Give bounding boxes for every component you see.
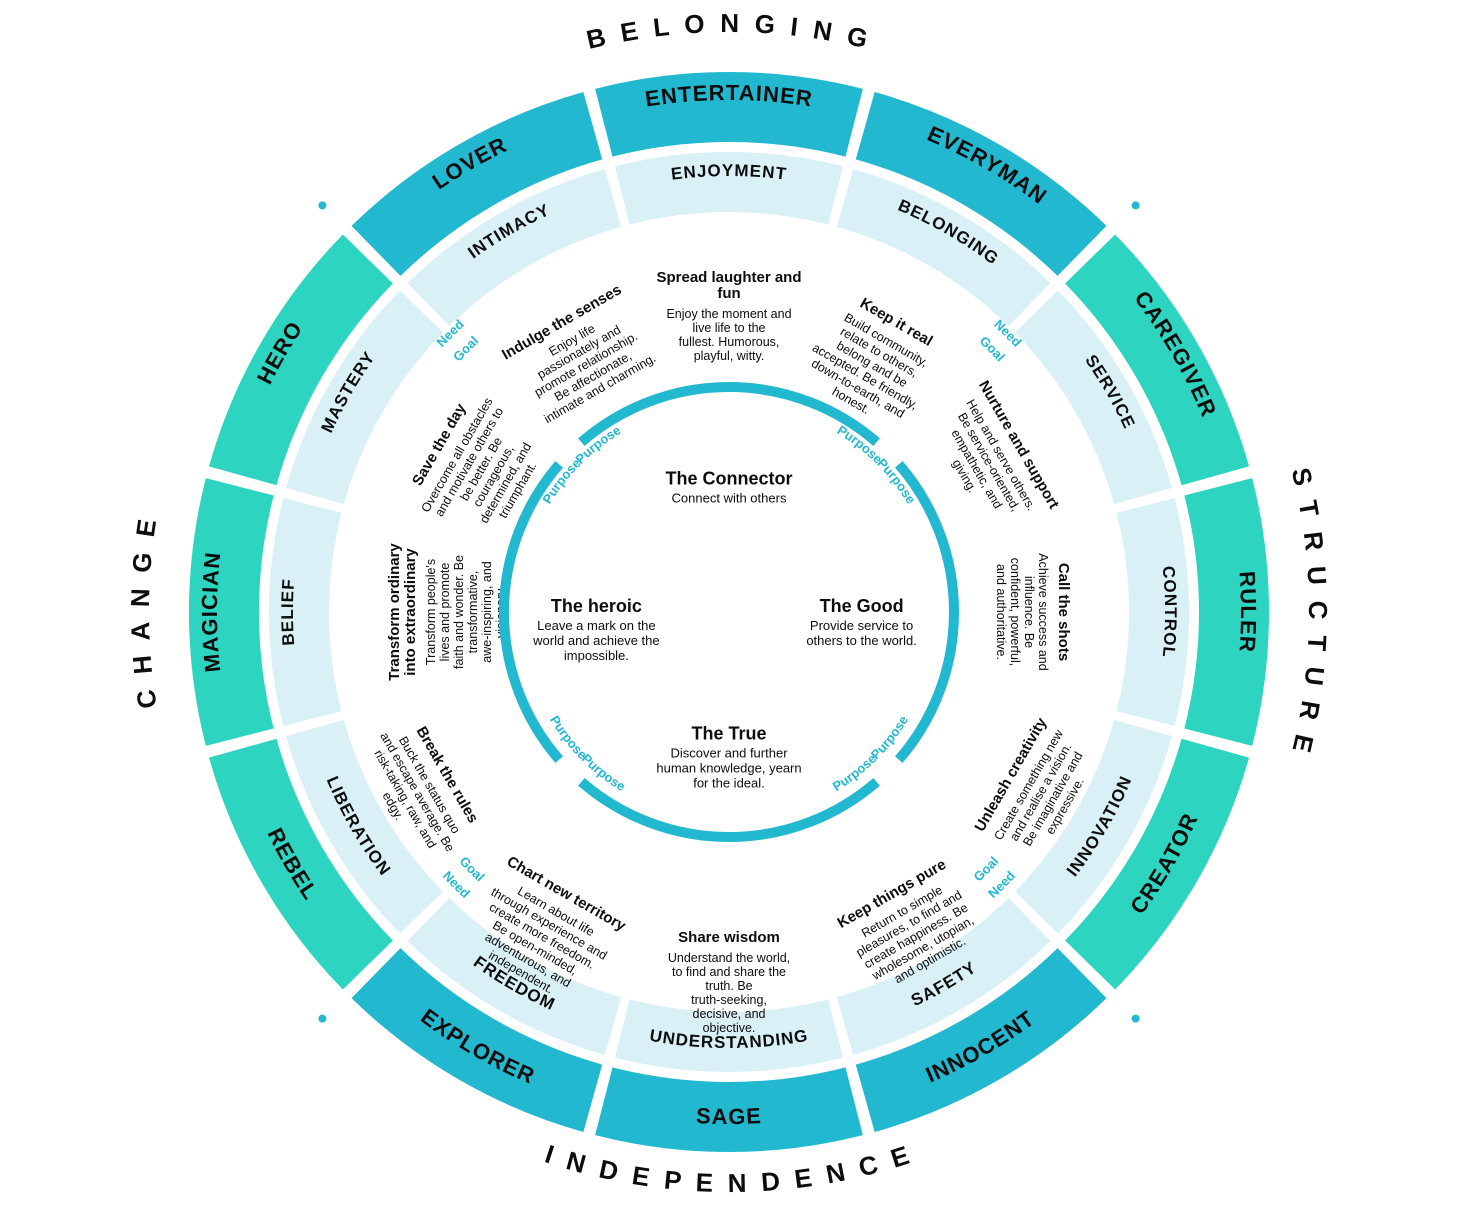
- goal-caregiver: Nurture and supportHelp and serve others…: [922, 378, 1062, 543]
- archetype-wheel: ENTERTAINEREVERYMANCAREGIVERRULERCREATOR…: [0, 0, 1458, 1225]
- svg-text:fullest. Humorous,: fullest. Humorous,: [679, 335, 780, 349]
- goal-entertainer: Spread laughter andfun Enjoy the moment a…: [656, 269, 801, 363]
- purpose-the-heroic: The heroic Leave a mark on theworld and a…: [532, 596, 659, 663]
- goal-magician: Transform ordinaryinto extraordinary Tran…: [386, 543, 508, 681]
- corner-dot: [318, 1015, 326, 1023]
- svg-text:into extraordinary: into extraordinary: [402, 548, 419, 676]
- purpose-core: PurposePurposeThe ConnectorConnect with …: [504, 387, 954, 837]
- svg-text:Enjoy the moment and: Enjoy the moment and: [666, 307, 791, 321]
- svg-text:Discover and further: Discover and further: [670, 746, 788, 761]
- svg-text:Share wisdom: Share wisdom: [678, 929, 780, 946]
- archetype-label-ruler: RULER: [1234, 570, 1261, 653]
- svg-text:Achieve success and: Achieve success and: [1036, 553, 1050, 670]
- archetype-label-sage: SAGE: [696, 1103, 763, 1129]
- corner-dot: [1132, 201, 1140, 209]
- corner-dot: [1132, 1015, 1140, 1023]
- svg-text:influence. Be: influence. Be: [1022, 576, 1036, 648]
- svg-text:Transform ordinary: Transform ordinary: [386, 543, 403, 681]
- svg-text:impossible.: impossible.: [564, 648, 629, 663]
- svg-text:live life to the: live life to the: [693, 321, 766, 335]
- purpose-the-true: The True Discover and furtherhuman knowle…: [656, 724, 801, 791]
- svg-text:awe-inspiring, and: awe-inspiring, and: [480, 561, 494, 662]
- ring-labels: NeedGoalNeedGoalNeedGoalNeedGoal: [433, 316, 1024, 901]
- svg-text:objective.: objective.: [703, 1021, 756, 1035]
- purpose-arc-1: [899, 464, 954, 759]
- svg-text:lives and promote: lives and promote: [438, 563, 452, 662]
- svg-text:decisive, and: decisive, and: [693, 1007, 766, 1021]
- svg-text:transformative,: transformative,: [466, 571, 480, 654]
- svg-text:Understand the world,: Understand the world,: [668, 951, 790, 965]
- svg-text:others to the world.: others to the world.: [806, 633, 917, 648]
- corner-dot: [318, 201, 326, 209]
- quadrant-belonging: B E L O N G I N G: [584, 8, 875, 55]
- svg-text:Spread laughter and: Spread laughter and: [656, 269, 801, 286]
- goal-ruler: Call the shots Achieve success andinfluen…: [994, 553, 1072, 670]
- svg-text:fun: fun: [717, 285, 740, 302]
- svg-text:human knowledge, yearn: human knowledge, yearn: [656, 761, 801, 776]
- svg-text:confident, powerful,: confident, powerful,: [1008, 558, 1022, 666]
- goal-hero: Save the dayOvercome all obstaclesand mo…: [399, 384, 556, 550]
- svg-text:The Good: The Good: [820, 596, 904, 616]
- purpose-the-connector: The Connector Connect with others: [665, 469, 792, 506]
- svg-text:Transform people's: Transform people's: [424, 559, 438, 665]
- archetype-label-magician: MAGICIAN: [197, 550, 225, 673]
- svg-text:The Connector: The Connector: [665, 469, 792, 489]
- quadrant-structure: S T R U C T U R E: [1286, 465, 1333, 759]
- svg-text:truth-seeking,: truth-seeking,: [691, 993, 767, 1007]
- need-label-control: CONTROL: [1159, 565, 1180, 659]
- svg-text:Connect with others: Connect with others: [672, 491, 787, 506]
- svg-text:truth. Be: truth. Be: [705, 979, 752, 993]
- svg-text:and authoritative.: and authoritative.: [994, 564, 1008, 660]
- quadrant-change: C H A N G E: [125, 513, 163, 710]
- svg-text:Call the shots: Call the shots: [1055, 563, 1072, 661]
- purpose-the-good: The Good Provide service toothers to the …: [806, 596, 917, 648]
- svg-text:playful, witty.: playful, witty.: [694, 349, 765, 363]
- svg-text:Provide service to: Provide service to: [810, 618, 913, 633]
- svg-text:Leave a mark on the: Leave a mark on the: [537, 618, 656, 633]
- svg-text:The True: The True: [691, 724, 766, 744]
- svg-text:to find and share the: to find and share the: [672, 965, 786, 979]
- goal-everyman: Keep it realBuild community,relate to ot…: [796, 285, 952, 436]
- svg-text:for the ideal.: for the ideal.: [693, 776, 765, 791]
- svg-text:world and achieve the: world and achieve the: [532, 633, 659, 648]
- svg-text:faith and wonder. Be: faith and wonder. Be: [452, 555, 466, 669]
- svg-text:The heroic: The heroic: [551, 596, 642, 616]
- need-label-belief: BELIEF: [278, 578, 298, 646]
